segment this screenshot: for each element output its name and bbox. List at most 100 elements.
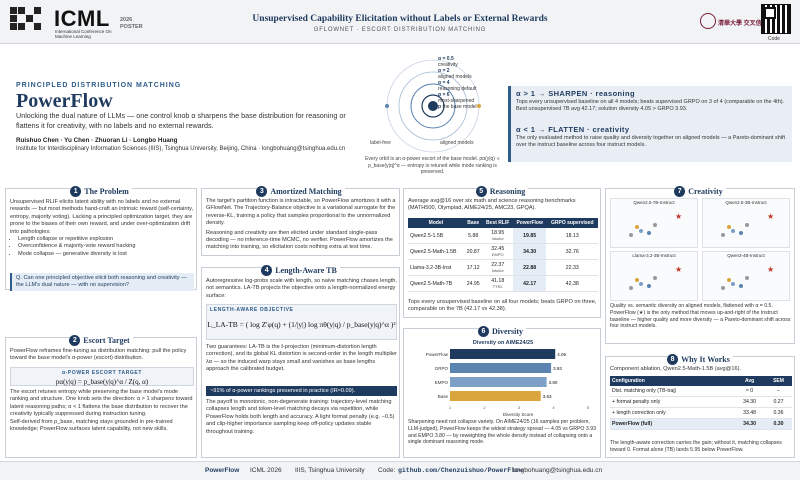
x-tick-label: 5 [587, 405, 590, 410]
category-label: EMPO [435, 380, 449, 385]
powerflow-star-icon: ★ [675, 212, 682, 221]
diversity-chart: Diversity on AIME24/25 PowerFlow 4.05 GRPO 3… [426, 340, 590, 417]
table-cell: 42.38 [546, 275, 598, 292]
section-creativity: 7 Creativity Qwen2.5-7B-Instruct ★ Qwen2.5-… [605, 186, 795, 344]
escort-body: The escort retunes entropy while preserv… [10, 389, 194, 433]
table-row: + length correction only 33.48 0.36 [610, 407, 792, 419]
diversity-bar [450, 377, 547, 387]
cell-value: 19.85 [523, 232, 537, 239]
creativity-panel: Qwen2.5-3B-Instruct ★ [702, 198, 790, 248]
table-cell: 32.45 EMPO [482, 243, 513, 260]
legend-a6: α = 6 [438, 92, 450, 98]
panel-scatter: ★ [721, 265, 774, 290]
label-free-dot [385, 104, 389, 108]
diversity-bar [450, 363, 552, 373]
table-row: Dist. matching only (TB-traj) ≈ 0– [610, 386, 792, 397]
section-number: 4 [261, 265, 273, 277]
footer-code-link[interactable]: github.com/Chenzuishuo/PowerFlow [398, 467, 523, 474]
cell-value: Qwen2.5-Math-1.5B [410, 248, 457, 255]
table-row: + format penalty only 34.30 0.27 [610, 396, 792, 408]
ranking-highlight: ~91% of α-power rankings preserved in pr… [206, 386, 397, 396]
section-title: Creativity [685, 187, 726, 197]
section-length-aware: 4 Length-Aware TB Autoregressive log-prob… [201, 265, 400, 458]
base-model-core [428, 101, 438, 111]
reasoning-table: Model Base Best RLIF PowerFlow GRPO supe… [408, 218, 598, 292]
x-tick-label: 4 [552, 405, 555, 410]
col-header: GRPO supervised [546, 218, 598, 228]
table-row: Qwen2.5-Math-7B 24.95 41.18 TTRL 42.17 42.38 [408, 275, 598, 292]
question-box: Q. Can one principled objective elicit b… [10, 273, 194, 292]
section-title: The Problem [81, 187, 132, 197]
col-header: Avg [734, 376, 765, 386]
cell-value: 32.76 [565, 248, 579, 255]
section-header: 1 The Problem [6, 183, 196, 201]
scatter-point [739, 284, 743, 288]
whyworks-footer: The length-aware correction carries the … [610, 440, 782, 453]
section-title: Diversity [488, 327, 527, 337]
code-label: Code [768, 36, 780, 42]
panel-title: Qwen2.5-7B-Instruct [633, 200, 675, 205]
panel-title: Qwen2.5-3B-Instruct [725, 200, 767, 205]
formula-label: α-POWER ESCORT TARGET [61, 370, 143, 376]
cell-value: 18.13 [565, 232, 579, 239]
conference-subtitle: International Conference On Machine Lear… [55, 29, 112, 39]
orbit-aligned-models: aligned models [440, 140, 474, 146]
scatter-point [731, 229, 735, 233]
cell-value: 18.95 [491, 230, 505, 236]
orbit-diagram [385, 59, 481, 153]
scatter-point [629, 286, 633, 290]
panel-scatter: ★ [629, 265, 682, 290]
orbit-caption: Every orbit is an α-power escort of the … [365, 156, 500, 175]
aligned-dot [477, 104, 481, 108]
year-poster: 2026 POSTER [120, 17, 143, 31]
x-tick-label: 1 [449, 405, 452, 410]
table-cell: 33.48 [734, 407, 765, 419]
ablation-table: Configuration Avg SEM Dist. matching onl… [610, 376, 792, 430]
table-header-row: Model Base Best RLIF PowerFlow GRPO supe… [408, 218, 598, 228]
amortized-body1: The target's partition function is intra… [206, 198, 396, 227]
creativity-panel: Qwen3-4B-Instruct ★ [702, 251, 790, 301]
footer-email[interactable]: longbohuang@tsinghua.edu.cn [512, 467, 603, 474]
panel-title: Qwen3-4B-Instruct [727, 253, 765, 258]
scatter-point [653, 223, 657, 227]
table-cell: + format penalty only [610, 396, 735, 408]
cell-method: Intuitor [491, 268, 504, 273]
chart-title: Diversity on AIME24/25 [473, 340, 533, 346]
table-cell: 42.17 [512, 275, 547, 292]
qr-code-icon[interactable] [761, 4, 791, 34]
table-cell: 32.76 [546, 243, 598, 260]
lengthaware-intro: Autoregressive log-probs scale with leng… [206, 278, 397, 299]
table-cell: 17.12 [463, 259, 483, 276]
brand-name: ICML [54, 6, 110, 31]
x-tick-label: 3 [518, 405, 521, 410]
table-row: Llama-3.2-3B-Inst 17.12 22.37 Intuitor 22.88… [408, 259, 598, 276]
table-cell: 0.36 [765, 407, 792, 419]
table-cell: PowerFlow (full) [610, 418, 735, 430]
legend-creativity: creativity [438, 62, 458, 68]
col-header: Configuration [610, 376, 735, 386]
table-cell: 18.95 Intuitor [482, 228, 513, 244]
section-title: Escort Target [80, 336, 133, 346]
legend-base: the base model [442, 104, 477, 110]
orbit-legend: α = 0.5 creativity α = 2 aligned models … [438, 56, 477, 110]
table-cell: 5.88 [463, 228, 483, 244]
col-header: PowerFlow [512, 218, 547, 228]
problem-text: Unsupervised RLIF elicits latent ability… [10, 199, 194, 258]
section-reasoning: 5 Reasoning Average avg@16 over six math … [403, 186, 601, 318]
scatter-point [745, 276, 749, 280]
scatter-point [647, 284, 651, 288]
footer-conf: ICML 2026 [250, 467, 282, 474]
cell-value: 20.87 [466, 248, 480, 255]
scatter-point [635, 278, 639, 282]
col-header: Base [463, 218, 483, 228]
section-problem: 1 The Problem Unsupervised RLIF elicits l… [5, 186, 197, 292]
escort-intro: PowerFlow reframes fine-tuning as distri… [10, 348, 187, 362]
scatter-point [745, 223, 749, 227]
cell-method: EMPO [491, 252, 504, 257]
legend-reasoning: reasoning default [438, 86, 477, 92]
hero-kicker: PRINCIPLED DISTRIBUTION MATCHING [16, 82, 182, 89]
authors: Ruishuo Chen · Yu Chen · Zhuoran Li · Lo… [16, 137, 178, 144]
scatter-point [731, 282, 735, 286]
section-number: 2 [69, 335, 81, 347]
amortized-text: The target's partition function is intra… [206, 198, 397, 252]
